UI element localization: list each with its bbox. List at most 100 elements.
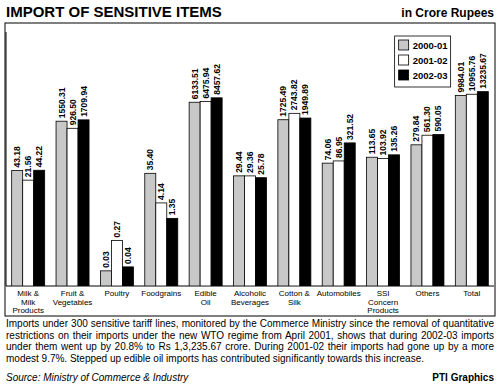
bar <box>145 173 156 286</box>
bar <box>333 161 344 286</box>
category-label: AlcoholicBeverages <box>231 289 269 307</box>
data-label: 103.92 <box>378 129 388 155</box>
category-label-line: Silk <box>288 298 302 307</box>
data-label: 1.35 <box>167 199 177 216</box>
bar <box>278 120 289 286</box>
data-label: 2743.82 <box>289 79 299 110</box>
bar <box>78 120 89 286</box>
bar <box>455 96 466 286</box>
data-label: 0.03 <box>101 251 111 268</box>
category-label-line: Vegetables <box>53 298 93 307</box>
bar <box>256 178 267 286</box>
legend-box <box>395 36 451 87</box>
plot-frame <box>5 23 495 316</box>
page: IMPORT OF SENSITIVE ITEMS in Crore Rupees… <box>0 0 500 388</box>
bar <box>245 176 256 286</box>
category-label-line: Products <box>367 306 399 315</box>
data-label: 926.50 <box>68 99 78 125</box>
category-label: Foodgrains <box>141 289 181 298</box>
bar <box>23 180 34 286</box>
data-label: 4.14 <box>156 183 166 200</box>
data-label: 8457.62 <box>212 64 222 95</box>
data-label: 35.40 <box>145 149 155 171</box>
bar <box>367 157 378 286</box>
bar <box>111 241 122 286</box>
data-label: 21.56 <box>23 156 33 178</box>
legend-label: 2001-02 <box>413 55 448 66</box>
data-label: 44.22 <box>34 146 44 168</box>
bar <box>211 98 222 286</box>
category-label: EdibleOil <box>195 289 218 307</box>
bar <box>12 171 23 286</box>
title: IMPORT OF SENSITIVE ITEMS <box>6 3 222 20</box>
bar <box>56 121 67 286</box>
legend-swatch <box>399 70 409 80</box>
bar <box>466 94 477 286</box>
data-label: 1709.94 <box>79 86 89 117</box>
data-label: 1550.31 <box>57 87 67 118</box>
bar <box>167 218 178 286</box>
data-label: 0.27 <box>112 221 122 238</box>
data-label: 113.65 <box>367 128 377 154</box>
data-label: 590.05 <box>433 105 443 131</box>
note: Imports under 300 sensitive tariff lines… <box>6 318 494 364</box>
data-label: 29.44 <box>234 151 244 173</box>
category-label-line: Foodgrains <box>141 289 181 298</box>
category-label-line: Products <box>12 306 44 315</box>
category-label-line: Automobiles <box>317 289 361 298</box>
category-label: Poultry <box>104 289 129 298</box>
category-label-line: Others <box>415 289 439 298</box>
data-label: 6475.94 <box>201 67 211 98</box>
bar <box>289 113 300 286</box>
bar <box>189 102 200 286</box>
bar <box>234 176 245 286</box>
legend: 2000-01 2001-02 2002-03 <box>395 36 451 87</box>
y-axis-line <box>6 32 7 286</box>
legend-label: 2000-01 <box>413 40 449 51</box>
category-label-line: Poultry <box>104 289 129 298</box>
bar <box>156 203 167 286</box>
bar <box>100 271 111 286</box>
category-label: SSIConcernProducts <box>367 289 399 315</box>
bars <box>12 92 489 286</box>
category-label: Cotton &Silk <box>279 289 311 307</box>
data-label: 86.95 <box>334 136 344 158</box>
data-label: 9984.01 <box>456 62 466 93</box>
legend-label: 2002-03 <box>413 70 448 81</box>
bar <box>200 101 211 286</box>
bar <box>411 145 422 286</box>
bar <box>422 135 433 286</box>
bar <box>433 135 444 286</box>
bar <box>477 92 488 286</box>
data-label: 6133.51 <box>190 68 200 99</box>
data-label: 561.30 <box>422 106 432 132</box>
data-label: 1725.49 <box>278 86 288 117</box>
bar <box>322 163 333 286</box>
bar <box>67 128 78 286</box>
data-label: 74.06 <box>323 139 333 161</box>
bar <box>344 143 355 286</box>
category-label-line: Oil <box>201 298 211 307</box>
subtitle: in Crore Rupees <box>401 6 494 20</box>
category-label: Others <box>415 289 439 298</box>
category-label-line: Beverages <box>231 298 269 307</box>
data-label: 25.78 <box>256 153 266 175</box>
bar <box>300 118 311 286</box>
category-label: Total <box>463 289 480 298</box>
data-label: 321.52 <box>345 114 355 140</box>
category-label: Automobiles <box>317 289 361 298</box>
legend-swatch <box>399 55 409 65</box>
category-label: Milk &MilkProducts <box>12 289 44 315</box>
data-label: 0.04 <box>123 247 133 264</box>
data-label: 1949.89 <box>300 84 310 115</box>
bar <box>122 267 133 286</box>
data-label: 43.18 <box>12 146 22 168</box>
bar <box>378 158 389 286</box>
bar <box>34 170 45 286</box>
data-label: 13235.67 <box>478 53 488 89</box>
data-label: 29.36 <box>245 151 255 173</box>
credit: PTI Graphics <box>432 372 494 383</box>
data-label: 10955.76 <box>467 56 477 92</box>
category-label-line: Total <box>463 289 480 298</box>
category-label: Fruit &Vegetables <box>53 289 93 307</box>
